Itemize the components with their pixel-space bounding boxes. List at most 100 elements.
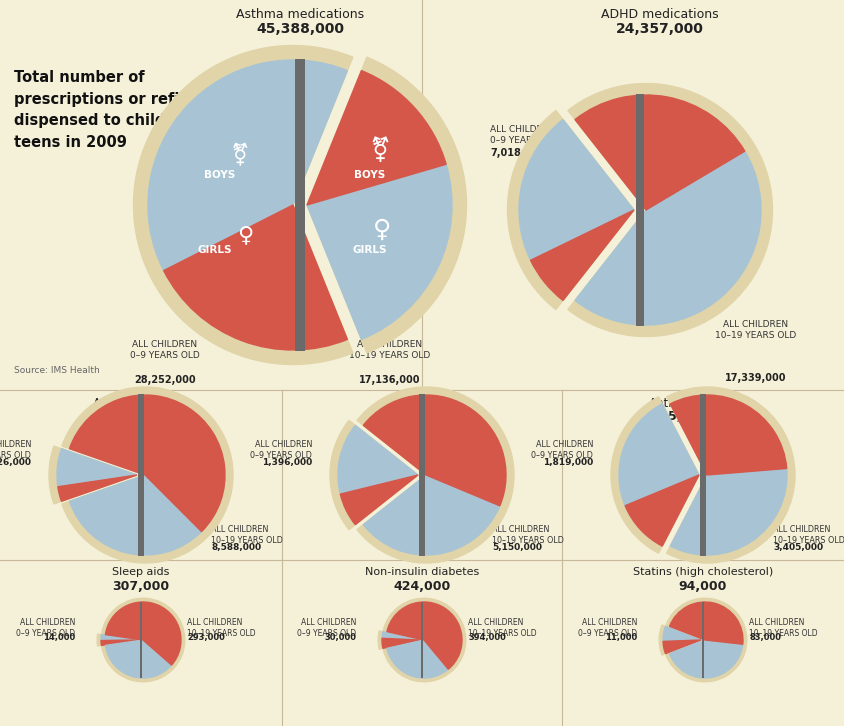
Text: ALL CHILDREN
0–9 YEARS OLD: ALL CHILDREN 0–9 YEARS OLD: [578, 618, 637, 637]
Wedge shape: [106, 640, 171, 678]
Text: GIRLS: GIRLS: [353, 245, 387, 255]
Wedge shape: [148, 60, 348, 271]
Wedge shape: [669, 640, 743, 678]
Text: 11,000: 11,000: [605, 633, 637, 642]
Wedge shape: [330, 420, 418, 530]
Text: BOYS: BOYS: [354, 170, 386, 180]
Wedge shape: [101, 640, 139, 645]
Wedge shape: [670, 468, 787, 555]
Text: ⚧: ⚧: [230, 144, 249, 166]
Wedge shape: [49, 446, 137, 504]
Wedge shape: [382, 638, 420, 648]
Wedge shape: [387, 602, 462, 669]
Text: Sleep aids: Sleep aids: [112, 567, 170, 577]
Wedge shape: [69, 395, 225, 531]
Text: ALL CHILDREN
10–19 YEARS OLD: ALL CHILDREN 10–19 YEARS OLD: [773, 525, 844, 545]
Wedge shape: [101, 598, 185, 682]
Wedge shape: [611, 397, 699, 553]
FancyBboxPatch shape: [701, 602, 705, 678]
Text: ALL CHILDREN
10–19 YEARS OLD: ALL CHILDREN 10–19 YEARS OLD: [749, 618, 818, 637]
FancyBboxPatch shape: [419, 394, 425, 556]
Text: 394,000: 394,000: [468, 633, 506, 642]
Wedge shape: [101, 635, 139, 640]
Text: 28,252,000: 28,252,000: [134, 375, 196, 385]
Text: ALL CHILDREN
0–9 YEARS OLD: ALL CHILDREN 0–9 YEARS OLD: [16, 618, 75, 637]
Text: ♀: ♀: [237, 225, 253, 245]
Wedge shape: [663, 640, 701, 653]
Text: ALL CHILDREN
0–9 YEARS OLD: ALL CHILDREN 0–9 YEARS OLD: [531, 440, 593, 460]
Text: ALL CHILDREN
10–19 YEARS OLD: ALL CHILDREN 10–19 YEARS OLD: [349, 340, 430, 360]
Text: ALL CHILDREN
0–9 YEARS OLD: ALL CHILDREN 0–9 YEARS OLD: [130, 340, 200, 360]
Text: 83,000: 83,000: [749, 633, 781, 642]
Wedge shape: [507, 110, 634, 309]
Text: 17,339,000: 17,339,000: [725, 373, 787, 383]
Wedge shape: [164, 205, 348, 350]
Text: 14,000: 14,000: [43, 633, 75, 642]
Wedge shape: [575, 95, 744, 210]
Wedge shape: [97, 634, 139, 646]
Text: Non-insulin diabetes: Non-insulin diabetes: [365, 567, 479, 577]
Wedge shape: [531, 210, 634, 301]
Wedge shape: [307, 57, 467, 353]
Text: ⚧: ⚧: [370, 137, 391, 163]
Text: 293,000: 293,000: [187, 633, 225, 642]
Text: ADHD medications: ADHD medications: [601, 8, 719, 21]
Wedge shape: [568, 83, 772, 336]
Wedge shape: [670, 395, 787, 475]
Wedge shape: [363, 475, 500, 555]
Text: ALL CHILDREN
0–9 YEARS OLD: ALL CHILDREN 0–9 YEARS OLD: [490, 125, 560, 145]
FancyBboxPatch shape: [295, 59, 305, 351]
Text: 5,224,000: 5,224,000: [668, 410, 738, 423]
Wedge shape: [338, 425, 418, 494]
Wedge shape: [625, 475, 699, 546]
Text: Asthma medications: Asthma medications: [236, 8, 364, 21]
Wedge shape: [307, 164, 452, 339]
FancyBboxPatch shape: [139, 602, 143, 678]
Wedge shape: [57, 449, 137, 486]
Wedge shape: [357, 387, 514, 563]
Wedge shape: [382, 632, 420, 640]
Text: 7,018,000: 7,018,000: [490, 148, 545, 158]
Text: 307,000: 307,000: [112, 580, 170, 593]
FancyBboxPatch shape: [138, 394, 143, 556]
Text: 17,136,000: 17,136,000: [360, 375, 421, 385]
Text: GIRLS: GIRLS: [197, 245, 232, 255]
FancyBboxPatch shape: [701, 394, 706, 556]
Text: ALL CHILDREN
10–19 YEARS OLD: ALL CHILDREN 10–19 YEARS OLD: [211, 525, 283, 545]
FancyBboxPatch shape: [636, 94, 644, 326]
Wedge shape: [62, 387, 233, 563]
Text: ALL CHILDREN
0–9 YEARS OLD: ALL CHILDREN 0–9 YEARS OLD: [250, 440, 312, 460]
Wedge shape: [669, 602, 743, 644]
Text: 30,000: 30,000: [324, 633, 356, 642]
Text: ALL CHILDREN
0–9 YEARS OLD: ALL CHILDREN 0–9 YEARS OLD: [0, 440, 31, 460]
Wedge shape: [307, 70, 446, 205]
Text: Antihypertensives: Antihypertensives: [649, 397, 756, 410]
Text: 6,546,000: 6,546,000: [387, 410, 457, 423]
Wedge shape: [363, 395, 506, 506]
Wedge shape: [378, 631, 420, 649]
Text: 9,614,000: 9,614,000: [106, 410, 176, 423]
Text: 1,026,000: 1,026,000: [0, 458, 31, 467]
Text: 24,357,000: 24,357,000: [616, 22, 704, 36]
Text: 94,000: 94,000: [679, 580, 728, 593]
Wedge shape: [575, 151, 761, 325]
Wedge shape: [106, 602, 181, 665]
Text: BOYS: BOYS: [204, 170, 235, 180]
Text: ALL CHILDREN
0–9 YEARS OLD: ALL CHILDREN 0–9 YEARS OLD: [297, 618, 356, 637]
Text: 1,396,000: 1,396,000: [262, 458, 312, 467]
Text: ALL CHILDREN
10–19 YEARS OLD: ALL CHILDREN 10–19 YEARS OLD: [716, 320, 797, 340]
Wedge shape: [387, 640, 448, 678]
Text: 3,405,000: 3,405,000: [773, 543, 823, 552]
Text: 8,588,000: 8,588,000: [211, 543, 261, 552]
Text: ♀: ♀: [373, 218, 391, 242]
Wedge shape: [133, 46, 353, 364]
Text: 1,819,000: 1,819,000: [543, 458, 593, 467]
Text: Antipsychotics: Antipsychotics: [379, 397, 465, 410]
Wedge shape: [58, 475, 137, 502]
Wedge shape: [666, 598, 747, 682]
Text: Statins (high cholesterol): Statins (high cholesterol): [633, 567, 773, 577]
Wedge shape: [519, 120, 634, 261]
Text: 5,150,000: 5,150,000: [492, 543, 542, 552]
Wedge shape: [619, 404, 699, 506]
Wedge shape: [667, 387, 795, 563]
